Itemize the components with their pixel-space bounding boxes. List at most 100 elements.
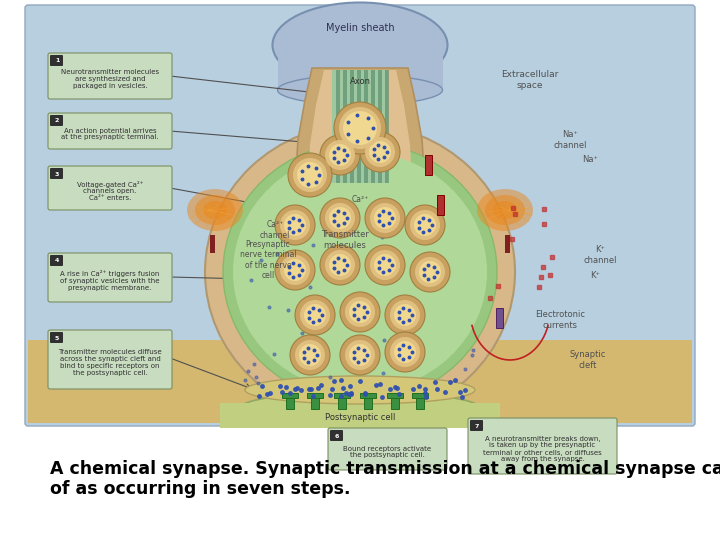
Text: Na⁺
channel: Na⁺ channel bbox=[553, 130, 587, 150]
Circle shape bbox=[385, 295, 425, 335]
Polygon shape bbox=[300, 183, 420, 210]
Circle shape bbox=[320, 198, 360, 238]
Bar bbox=[505, 235, 510, 253]
FancyBboxPatch shape bbox=[470, 420, 483, 431]
Bar bbox=[425, 155, 432, 175]
Circle shape bbox=[325, 140, 355, 170]
Text: 3: 3 bbox=[55, 172, 59, 177]
Circle shape bbox=[369, 141, 391, 163]
Bar bbox=[334, 393, 350, 398]
Circle shape bbox=[290, 335, 330, 375]
Text: Ca²⁺
channel: Ca²⁺ channel bbox=[260, 220, 290, 240]
FancyBboxPatch shape bbox=[48, 166, 172, 210]
FancyBboxPatch shape bbox=[48, 330, 172, 389]
Text: Electrotonic
currents: Electrotonic currents bbox=[535, 310, 585, 330]
Circle shape bbox=[374, 254, 396, 276]
FancyBboxPatch shape bbox=[50, 115, 63, 126]
Circle shape bbox=[370, 203, 400, 233]
Bar bbox=[350, 70, 354, 183]
Bar bbox=[220, 403, 500, 428]
Ellipse shape bbox=[223, 142, 497, 402]
Bar bbox=[338, 393, 346, 409]
Ellipse shape bbox=[245, 376, 475, 404]
Bar bbox=[360, 393, 376, 398]
Circle shape bbox=[385, 332, 425, 372]
Circle shape bbox=[320, 135, 360, 175]
Ellipse shape bbox=[477, 189, 533, 231]
Circle shape bbox=[394, 304, 416, 326]
Bar bbox=[332, 70, 388, 183]
Circle shape bbox=[370, 250, 400, 280]
Bar bbox=[378, 70, 382, 183]
Text: K⁺: K⁺ bbox=[590, 271, 600, 280]
Circle shape bbox=[284, 214, 306, 236]
Text: 2: 2 bbox=[55, 118, 59, 124]
Ellipse shape bbox=[205, 124, 515, 420]
FancyBboxPatch shape bbox=[328, 428, 447, 470]
Circle shape bbox=[374, 207, 396, 229]
Circle shape bbox=[349, 344, 371, 366]
Ellipse shape bbox=[203, 201, 227, 219]
Text: Extracellular
space: Extracellular space bbox=[501, 70, 559, 90]
Circle shape bbox=[410, 210, 440, 240]
Text: Axon: Axon bbox=[349, 78, 371, 86]
Text: An action potential arrives
at the presynaptic terminal.: An action potential arrives at the presy… bbox=[61, 127, 159, 140]
Bar bbox=[311, 393, 319, 409]
Text: Voltage-gated Ca²⁺
channels open.
Ca²⁺ enters.: Voltage-gated Ca²⁺ channels open. Ca²⁺ e… bbox=[77, 180, 143, 201]
Bar bbox=[391, 393, 399, 409]
FancyBboxPatch shape bbox=[25, 5, 695, 426]
Text: Na⁺: Na⁺ bbox=[582, 156, 598, 165]
Circle shape bbox=[329, 144, 351, 166]
Text: 7: 7 bbox=[474, 423, 480, 429]
Circle shape bbox=[325, 250, 355, 280]
Bar bbox=[496, 308, 503, 328]
Text: 5: 5 bbox=[55, 335, 59, 341]
Ellipse shape bbox=[195, 195, 235, 225]
Bar bbox=[278, 45, 443, 90]
Circle shape bbox=[280, 210, 310, 240]
Circle shape bbox=[345, 297, 375, 327]
Circle shape bbox=[300, 300, 330, 330]
Ellipse shape bbox=[485, 195, 525, 225]
Text: A rise in Ca²⁺ triggers fusion
of synaptic vesicles with the
presynaptic membran: A rise in Ca²⁺ triggers fusion of synapt… bbox=[60, 270, 160, 291]
Bar bbox=[307, 393, 323, 398]
Ellipse shape bbox=[240, 392, 480, 424]
Text: Synaptic
cleft: Synaptic cleft bbox=[570, 350, 606, 370]
Polygon shape bbox=[295, 68, 425, 185]
Circle shape bbox=[334, 102, 386, 154]
Bar bbox=[371, 70, 375, 183]
Circle shape bbox=[345, 340, 375, 370]
Bar bbox=[437, 195, 444, 215]
Bar bbox=[416, 393, 424, 409]
Circle shape bbox=[365, 198, 405, 238]
Ellipse shape bbox=[272, 3, 448, 87]
Circle shape bbox=[365, 245, 405, 285]
Bar bbox=[364, 70, 368, 183]
Text: 1: 1 bbox=[55, 58, 59, 64]
Bar bbox=[385, 70, 389, 183]
Text: 6: 6 bbox=[335, 434, 339, 438]
FancyBboxPatch shape bbox=[468, 418, 617, 474]
Ellipse shape bbox=[493, 201, 517, 219]
Ellipse shape bbox=[233, 152, 487, 392]
Circle shape bbox=[284, 259, 306, 281]
Circle shape bbox=[390, 337, 420, 367]
Circle shape bbox=[405, 205, 445, 245]
Text: Myelin sheath: Myelin sheath bbox=[325, 23, 395, 33]
Bar bbox=[343, 70, 347, 183]
FancyBboxPatch shape bbox=[50, 332, 63, 343]
Bar bbox=[282, 393, 298, 398]
Circle shape bbox=[320, 245, 360, 285]
Bar bbox=[364, 393, 372, 409]
Circle shape bbox=[360, 132, 400, 172]
FancyBboxPatch shape bbox=[50, 168, 63, 179]
FancyBboxPatch shape bbox=[48, 253, 172, 302]
Text: K⁺
channel: K⁺ channel bbox=[583, 245, 617, 265]
Circle shape bbox=[280, 255, 310, 285]
Circle shape bbox=[293, 158, 327, 192]
Text: 4: 4 bbox=[55, 259, 59, 264]
Circle shape bbox=[299, 344, 321, 366]
Text: Postsynaptic cell: Postsynaptic cell bbox=[325, 414, 395, 422]
Circle shape bbox=[288, 153, 332, 197]
Bar bbox=[286, 393, 294, 409]
